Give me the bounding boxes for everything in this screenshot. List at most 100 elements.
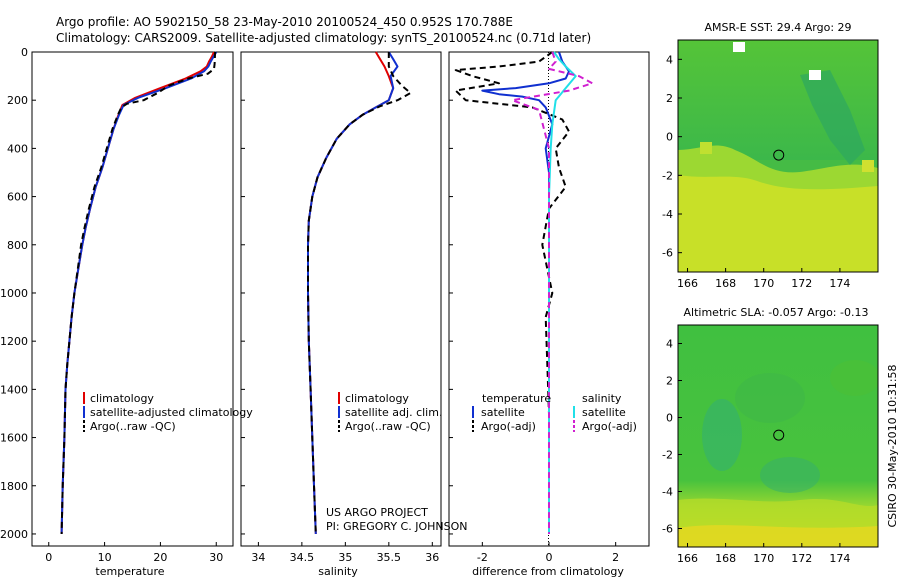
x-tick-label: 30 [209, 551, 223, 564]
x-tick-label: 35.5 [377, 551, 402, 564]
map-y-tick-label: -4 [662, 486, 673, 499]
map-x-tick-label: 170 [753, 552, 774, 565]
sst-y-axis: 4 2 0 -2 -4 -6 [662, 53, 682, 260]
header-line1: Argo profile: AO 5902150_58 23-May-2010 … [56, 15, 513, 29]
salinity-x-axis: 34 34.5 35 35.5 36 [251, 542, 439, 564]
x-tick-label: 34 [251, 551, 265, 564]
legend-sal-satellite: satellite adj. clim. [345, 406, 442, 419]
sla-y-axis: 4 2 0 -2 -4 -6 [662, 338, 682, 536]
temperature-legend: climatology satellite-adjusted climatolo… [83, 392, 253, 433]
difference-depth-ticks [449, 51, 453, 535]
difference-xlabel: difference from climatology [472, 565, 624, 578]
series-salinity-argo-adj- [511, 51, 594, 534]
depth-tick-label: 800 [7, 239, 28, 252]
legend-diff-temp-argo: Argo(-adj) [481, 420, 536, 433]
header-line2: Climatology: CARS2009. Satellite-adjuste… [56, 31, 591, 45]
x-tick-label: -2 [477, 551, 488, 564]
map-y-tick-label: -6 [662, 247, 673, 260]
salinity-frame [240, 51, 442, 547]
x-tick-label: 34.5 [290, 551, 315, 564]
legend-salinity-title: salinity [582, 392, 622, 405]
sst-field [678, 40, 878, 272]
depth-tick-label: 0 [21, 46, 28, 59]
depth-tick-label: 2000 [0, 528, 28, 541]
map-x-tick-label: 174 [829, 552, 850, 565]
legend-argo: Argo(..raw -QC) [90, 420, 176, 433]
temperature-panel: 0 200 400 600 800 1000 1200 1400 1600 1800 2000 0 1… [0, 46, 253, 578]
series-satellite-adj-clim- [307, 51, 399, 535]
depth-tick-label: 400 [7, 142, 28, 155]
x-tick-label: 0 [45, 551, 52, 564]
x-tick-label: 10 [98, 551, 112, 564]
depth-tick-label: 1600 [0, 432, 28, 445]
temperature-series [60, 51, 218, 535]
series-climatology [60, 51, 215, 535]
depth-tick-label: 1200 [0, 335, 28, 348]
credit-pi: PI: GREGORY C. JOHNSON [326, 520, 467, 533]
depth-tick-label: 1800 [0, 480, 28, 493]
salinity-panel: 34 34.5 35 35.5 36 salinity climatology sate… [240, 51, 467, 578]
x-tick-label: 0 [546, 551, 553, 564]
legend-satellite: satellite-adjusted climatology [90, 406, 253, 419]
series-temperature-satellite [481, 51, 570, 534]
sst-map-title: AMSR-E SST: 29.4 Argo: 29 [704, 21, 851, 34]
sla-profile-marker [773, 429, 785, 441]
temperature-xlabel: temperature [95, 565, 164, 578]
legend-temperature-title: temperature [482, 392, 551, 405]
legend-diff-sal-argo: Argo(-adj) [582, 420, 637, 433]
series-argo-raw-qc- [60, 51, 217, 535]
map-y-tick-label: 4 [666, 53, 673, 66]
temperature-x-axis: 0 10 20 30 [45, 542, 223, 564]
map-y-tick-label: 2 [666, 92, 673, 105]
sst-x-axis: 166 168 170 172 174 [677, 268, 850, 290]
map-x-tick-label: 168 [715, 552, 736, 565]
depth-axis: 0 200 400 600 800 1000 1200 1400 1600 1800 2000 [0, 46, 36, 541]
series-temperature-argo-adj- [454, 51, 570, 534]
map-y-tick-label: 0 [666, 412, 673, 425]
sla-x-axis: 166 168 170 172 174 [677, 543, 850, 565]
map-x-tick-label: 170 [753, 277, 774, 290]
difference-x-axis: -2 0 2 [477, 542, 619, 564]
x-tick-label: 35 [338, 551, 352, 564]
sst-map-panel: AMSR-E SST: 29.4 Argo: 29 166 168 170 172 17… [662, 21, 879, 290]
map-y-tick-label: 2 [666, 375, 673, 388]
map-y-tick-label: 4 [666, 338, 673, 351]
salinity-legend: climatology satellite adj. clim. Argo(..… [338, 392, 442, 433]
map-x-tick-label: 168 [715, 277, 736, 290]
salinity-xlabel: salinity [318, 565, 358, 578]
depth-tick-label: 600 [7, 191, 28, 204]
map-x-tick-label: 174 [829, 277, 850, 290]
map-x-tick-label: 172 [791, 277, 812, 290]
x-tick-label: 36 [425, 551, 439, 564]
map-y-tick-label: -2 [662, 449, 673, 462]
series-satellite-adjusted-climatology [60, 51, 218, 535]
map-y-tick-label: -6 [662, 523, 673, 536]
sla-map-title: Altimetric SLA: -0.057 Argo: -0.13 [684, 306, 869, 319]
salinity-depth-ticks [241, 51, 245, 535]
sst-map-frame [677, 39, 879, 273]
sla-map-frame [677, 324, 879, 548]
map-x-tick-label: 166 [677, 277, 698, 290]
depth-tick-label: 1000 [0, 287, 28, 300]
legend-sal-argo: Argo(..raw -QC) [345, 420, 431, 433]
map-x-tick-label: 172 [791, 552, 812, 565]
sst-profile-marker [773, 149, 785, 161]
credit-project: US ARGO PROJECT [326, 506, 428, 519]
legend-climatology: climatology [90, 392, 154, 405]
salinity-series [307, 51, 412, 535]
map-y-tick-label: -2 [662, 169, 673, 182]
x-tick-label: 20 [153, 551, 167, 564]
sla-field [678, 325, 878, 547]
legend-diff-temp-satellite: satellite [481, 406, 525, 419]
timestamp-stamp: CSIRO 30-May-2010 10:31:58 [886, 364, 899, 527]
difference-series [454, 51, 594, 534]
map-y-tick-label: -4 [662, 208, 673, 221]
depth-tick-label: 200 [7, 94, 28, 107]
map-x-tick-label: 166 [677, 552, 698, 565]
series-argo-raw-qc- [307, 52, 412, 535]
legend-sal-climatology: climatology [345, 392, 409, 405]
temperature-frame [31, 51, 234, 547]
difference-panel: -2 0 2 difference from climatology tempera… [448, 51, 650, 578]
x-tick-label: 2 [612, 551, 619, 564]
